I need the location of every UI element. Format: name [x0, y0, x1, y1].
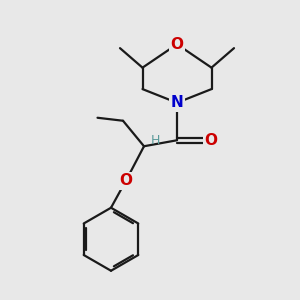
Text: O: O — [204, 133, 218, 148]
Text: H: H — [151, 134, 160, 147]
Text: N: N — [171, 95, 183, 110]
Text: O: O — [119, 173, 133, 188]
Text: O: O — [170, 37, 184, 52]
